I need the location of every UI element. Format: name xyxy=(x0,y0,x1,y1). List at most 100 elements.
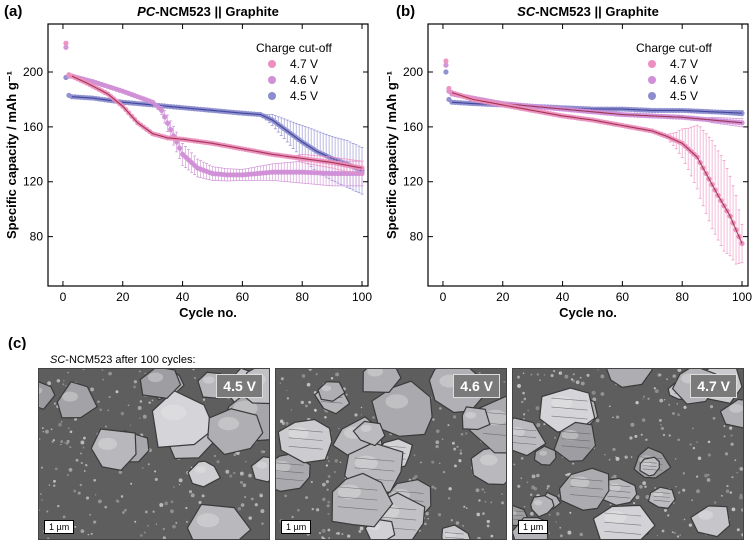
sem-debris xyxy=(327,475,331,478)
sem-debris xyxy=(729,491,733,494)
sem-debris xyxy=(677,491,681,494)
sem-debris xyxy=(334,471,336,473)
sem-debris xyxy=(120,495,124,498)
sem-debris xyxy=(707,440,711,444)
series-45V xyxy=(443,69,745,117)
sem-debris xyxy=(548,532,550,534)
sem-crack xyxy=(513,514,524,517)
legend-marker xyxy=(648,92,656,100)
sem-debris xyxy=(433,487,437,490)
plot-area xyxy=(63,40,365,195)
sem-debris xyxy=(668,403,671,406)
sem-debris xyxy=(572,379,575,383)
sem-highlight xyxy=(539,450,548,456)
sem-debris xyxy=(595,418,600,423)
data-point xyxy=(739,110,745,116)
sem-crack xyxy=(642,468,657,471)
sem-debris xyxy=(338,427,340,430)
sem-debris xyxy=(559,534,563,538)
sem-debris xyxy=(691,499,694,502)
sem-debris xyxy=(734,459,737,462)
sem-debris xyxy=(431,485,435,489)
sem-debris xyxy=(147,463,150,466)
sem-debris xyxy=(213,455,216,457)
voltage-tag-4-7v: 4.7 V xyxy=(690,374,737,398)
sem-grain xyxy=(56,381,98,419)
sem-crack xyxy=(444,536,464,539)
sem-debris xyxy=(667,514,670,517)
sem-debris xyxy=(730,434,733,437)
sem-debris xyxy=(80,529,85,534)
data-point xyxy=(443,69,449,75)
sem-texture-2 xyxy=(276,369,506,539)
legend-marker xyxy=(268,92,276,100)
sem-debris xyxy=(310,480,313,484)
sem-debris xyxy=(120,411,125,416)
sem-grain xyxy=(719,398,743,429)
sem-debris xyxy=(536,422,541,427)
legend-label: 4.5 V xyxy=(670,89,698,103)
sem-debris xyxy=(478,499,481,502)
sem-grain xyxy=(331,472,394,528)
sem-debris xyxy=(151,399,154,402)
sem-grain xyxy=(533,445,557,466)
sem-debris xyxy=(123,508,127,512)
sem-debris xyxy=(559,526,562,529)
sem-debris xyxy=(328,537,331,539)
x-axis-label: Cycle no. xyxy=(559,305,617,320)
sem-debris xyxy=(431,460,435,464)
sem-debris xyxy=(642,398,644,400)
sem-debris xyxy=(56,504,60,508)
sem-debris xyxy=(80,452,82,455)
sem-debris xyxy=(50,428,53,431)
sem-debris xyxy=(42,431,44,433)
sem-debris xyxy=(682,472,686,475)
sem-debris xyxy=(108,395,111,399)
sem-debris xyxy=(739,467,743,471)
sem-crack xyxy=(513,442,537,445)
sem-crack xyxy=(354,467,395,472)
sem-debris xyxy=(318,531,322,535)
chart-a: (a) PC-NCM523 || Graphite 0 20 40 60 80 100 80 12… xyxy=(4,3,372,320)
sem-debris xyxy=(523,505,526,508)
sem-debris xyxy=(301,374,306,378)
sem-highlight xyxy=(465,411,477,419)
sem-debris xyxy=(311,507,314,511)
sem-debris xyxy=(162,536,166,539)
data-point xyxy=(446,85,452,92)
legend-label: 4.6 V xyxy=(290,73,318,87)
sem-crack xyxy=(276,470,304,474)
sem-debris xyxy=(580,381,585,386)
sem-debris xyxy=(93,478,97,482)
sem-debris xyxy=(51,440,54,443)
legend-marker xyxy=(268,60,276,68)
sem-debris xyxy=(536,473,540,478)
sem-debris xyxy=(517,484,521,488)
sem-debris xyxy=(154,477,158,482)
sem-debris xyxy=(62,383,65,386)
sem-debris xyxy=(725,489,730,494)
sem-debris xyxy=(154,470,157,473)
sem-crack xyxy=(607,495,631,499)
sem-debris xyxy=(115,499,119,503)
sem-debris xyxy=(327,500,330,504)
sem-debris xyxy=(242,483,247,488)
sem-debris xyxy=(490,501,493,504)
sem-debris xyxy=(53,484,56,487)
sem-debris xyxy=(216,460,220,464)
sem-debris xyxy=(676,403,678,405)
sem-debris xyxy=(575,380,580,385)
sem-debris xyxy=(612,447,616,452)
sem-debris xyxy=(66,439,70,443)
sem-debris xyxy=(527,409,530,412)
sem-debris xyxy=(611,476,614,479)
sem-debris xyxy=(178,484,181,486)
trend-line xyxy=(451,92,743,244)
sem-highlight xyxy=(256,461,268,469)
sem-crack xyxy=(513,435,537,438)
sem-debris xyxy=(555,512,560,516)
sem-crack xyxy=(288,428,323,433)
sem-debris xyxy=(325,480,329,484)
sem-debris xyxy=(233,471,236,475)
sem-highlight xyxy=(698,510,714,520)
